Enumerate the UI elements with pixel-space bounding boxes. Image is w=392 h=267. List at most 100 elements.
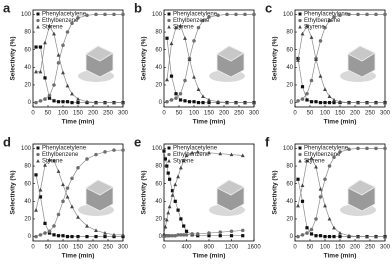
x-tick-label: 250 (365, 245, 376, 251)
legend-label: Ethylbenzene (304, 152, 341, 158)
marker-triangle (296, 203, 300, 208)
legend-label: Styrene (304, 159, 325, 165)
marker-circle (176, 233, 180, 237)
marker-square (52, 99, 56, 103)
y-tick-label: 80 (286, 30, 293, 36)
x-tick-label: 100 (320, 245, 331, 251)
marker-triangle (167, 25, 171, 29)
marker-triangle (347, 233, 351, 238)
marker-circle (85, 13, 89, 18)
marker-triangle (338, 230, 342, 235)
marker-triangle (85, 223, 89, 228)
panel-label: f (265, 134, 270, 149)
marker-triangle (383, 100, 387, 105)
marker-square (36, 12, 40, 16)
marker-circle (167, 233, 172, 238)
marker-triangle (47, 157, 52, 162)
x-tick-label: 200 (350, 245, 361, 251)
marker-circle (52, 224, 56, 228)
y-tick-label: 40 (155, 65, 162, 71)
marker-circle (383, 12, 387, 17)
marker-square (327, 100, 332, 105)
y-tick-label: 100 (152, 12, 163, 18)
marker-triangle (300, 183, 305, 188)
marker-triangle (70, 91, 74, 96)
marker-square (65, 100, 70, 104)
legend-label: Phenylacetylene (42, 12, 87, 18)
marker-circle (167, 18, 171, 23)
legend-label: Phenylacetylene (304, 146, 349, 152)
legend-label: Ethylbenzene (42, 18, 79, 24)
marker-triangle (347, 100, 351, 105)
x-tick-label: 250 (365, 111, 376, 117)
crystal-face (347, 179, 376, 196)
marker-triangle (76, 215, 80, 219)
marker-triangle (207, 97, 211, 102)
marker-square (309, 232, 314, 236)
marker-circle (338, 150, 342, 154)
y-tick-label: 40 (24, 65, 31, 71)
marker-circle (356, 146, 360, 151)
y-tick-label: 20 (286, 217, 293, 223)
marker-triangle (183, 36, 187, 40)
marker-triangle (323, 203, 327, 208)
marker-circle (169, 98, 174, 102)
y-tick-label: 100 (283, 146, 294, 152)
marker-triangle (327, 216, 332, 221)
marker-square (298, 146, 302, 150)
marker-square (183, 99, 187, 103)
marker-square (207, 234, 211, 238)
marker-circle (121, 12, 125, 17)
crystal-face (216, 179, 245, 196)
marker-triangle (163, 224, 168, 229)
marker-triangle (225, 100, 229, 105)
marker-triangle (70, 204, 74, 209)
marker-square (168, 177, 172, 181)
x-tick-label: 1600 (247, 245, 261, 251)
marker-square (179, 217, 183, 221)
y-tick-label: 40 (155, 199, 162, 205)
y-tick-label: 80 (286, 164, 293, 170)
marker-square (300, 199, 305, 203)
y-tick-label: 40 (286, 65, 293, 71)
panel: f 0 20 40 60 80 100 0 50 100 150 200 250 300 Time (min… (265, 134, 391, 259)
y-tick-label: 100 (21, 12, 32, 18)
y-tick-label: 0 (290, 234, 294, 240)
marker-square (305, 98, 309, 102)
marker-circle (43, 97, 47, 101)
y-tick-label: 40 (286, 199, 293, 205)
marker-triangle (332, 97, 336, 102)
marker-triangle (38, 69, 43, 74)
panel-label: e (134, 134, 141, 149)
legend-label: Styrene (173, 159, 194, 165)
marker-square (196, 234, 200, 238)
marker-triangle (305, 23, 309, 28)
x-tick-label: 50 (307, 245, 314, 251)
marker-triangle (178, 165, 183, 170)
marker-triangle (374, 100, 378, 105)
marker-circle (70, 21, 74, 25)
marker-triangle (65, 83, 70, 88)
marker-triangle (314, 57, 318, 61)
marker-triangle (170, 193, 175, 197)
marker-square (173, 199, 177, 203)
marker-circle (243, 12, 247, 17)
marker-square (167, 146, 171, 150)
x-tick-label: 300 (249, 111, 260, 117)
y-tick-label: 80 (24, 30, 31, 36)
marker-circle (56, 212, 61, 217)
marker-circle (338, 13, 342, 18)
y-tick-label: 100 (21, 146, 32, 152)
marker-square (241, 234, 245, 238)
marker-square (318, 234, 323, 238)
marker-circle (347, 12, 351, 17)
x-tick-label: 50 (45, 111, 52, 117)
x-tick-label: 300 (380, 111, 391, 117)
marker-circle (36, 18, 40, 23)
legend-label: Ethylbenzene (173, 152, 210, 158)
marker-circle (229, 229, 234, 234)
marker-circle (70, 176, 74, 181)
y-tick-label: 40 (24, 199, 31, 205)
legend-label: Styrene (42, 25, 63, 31)
